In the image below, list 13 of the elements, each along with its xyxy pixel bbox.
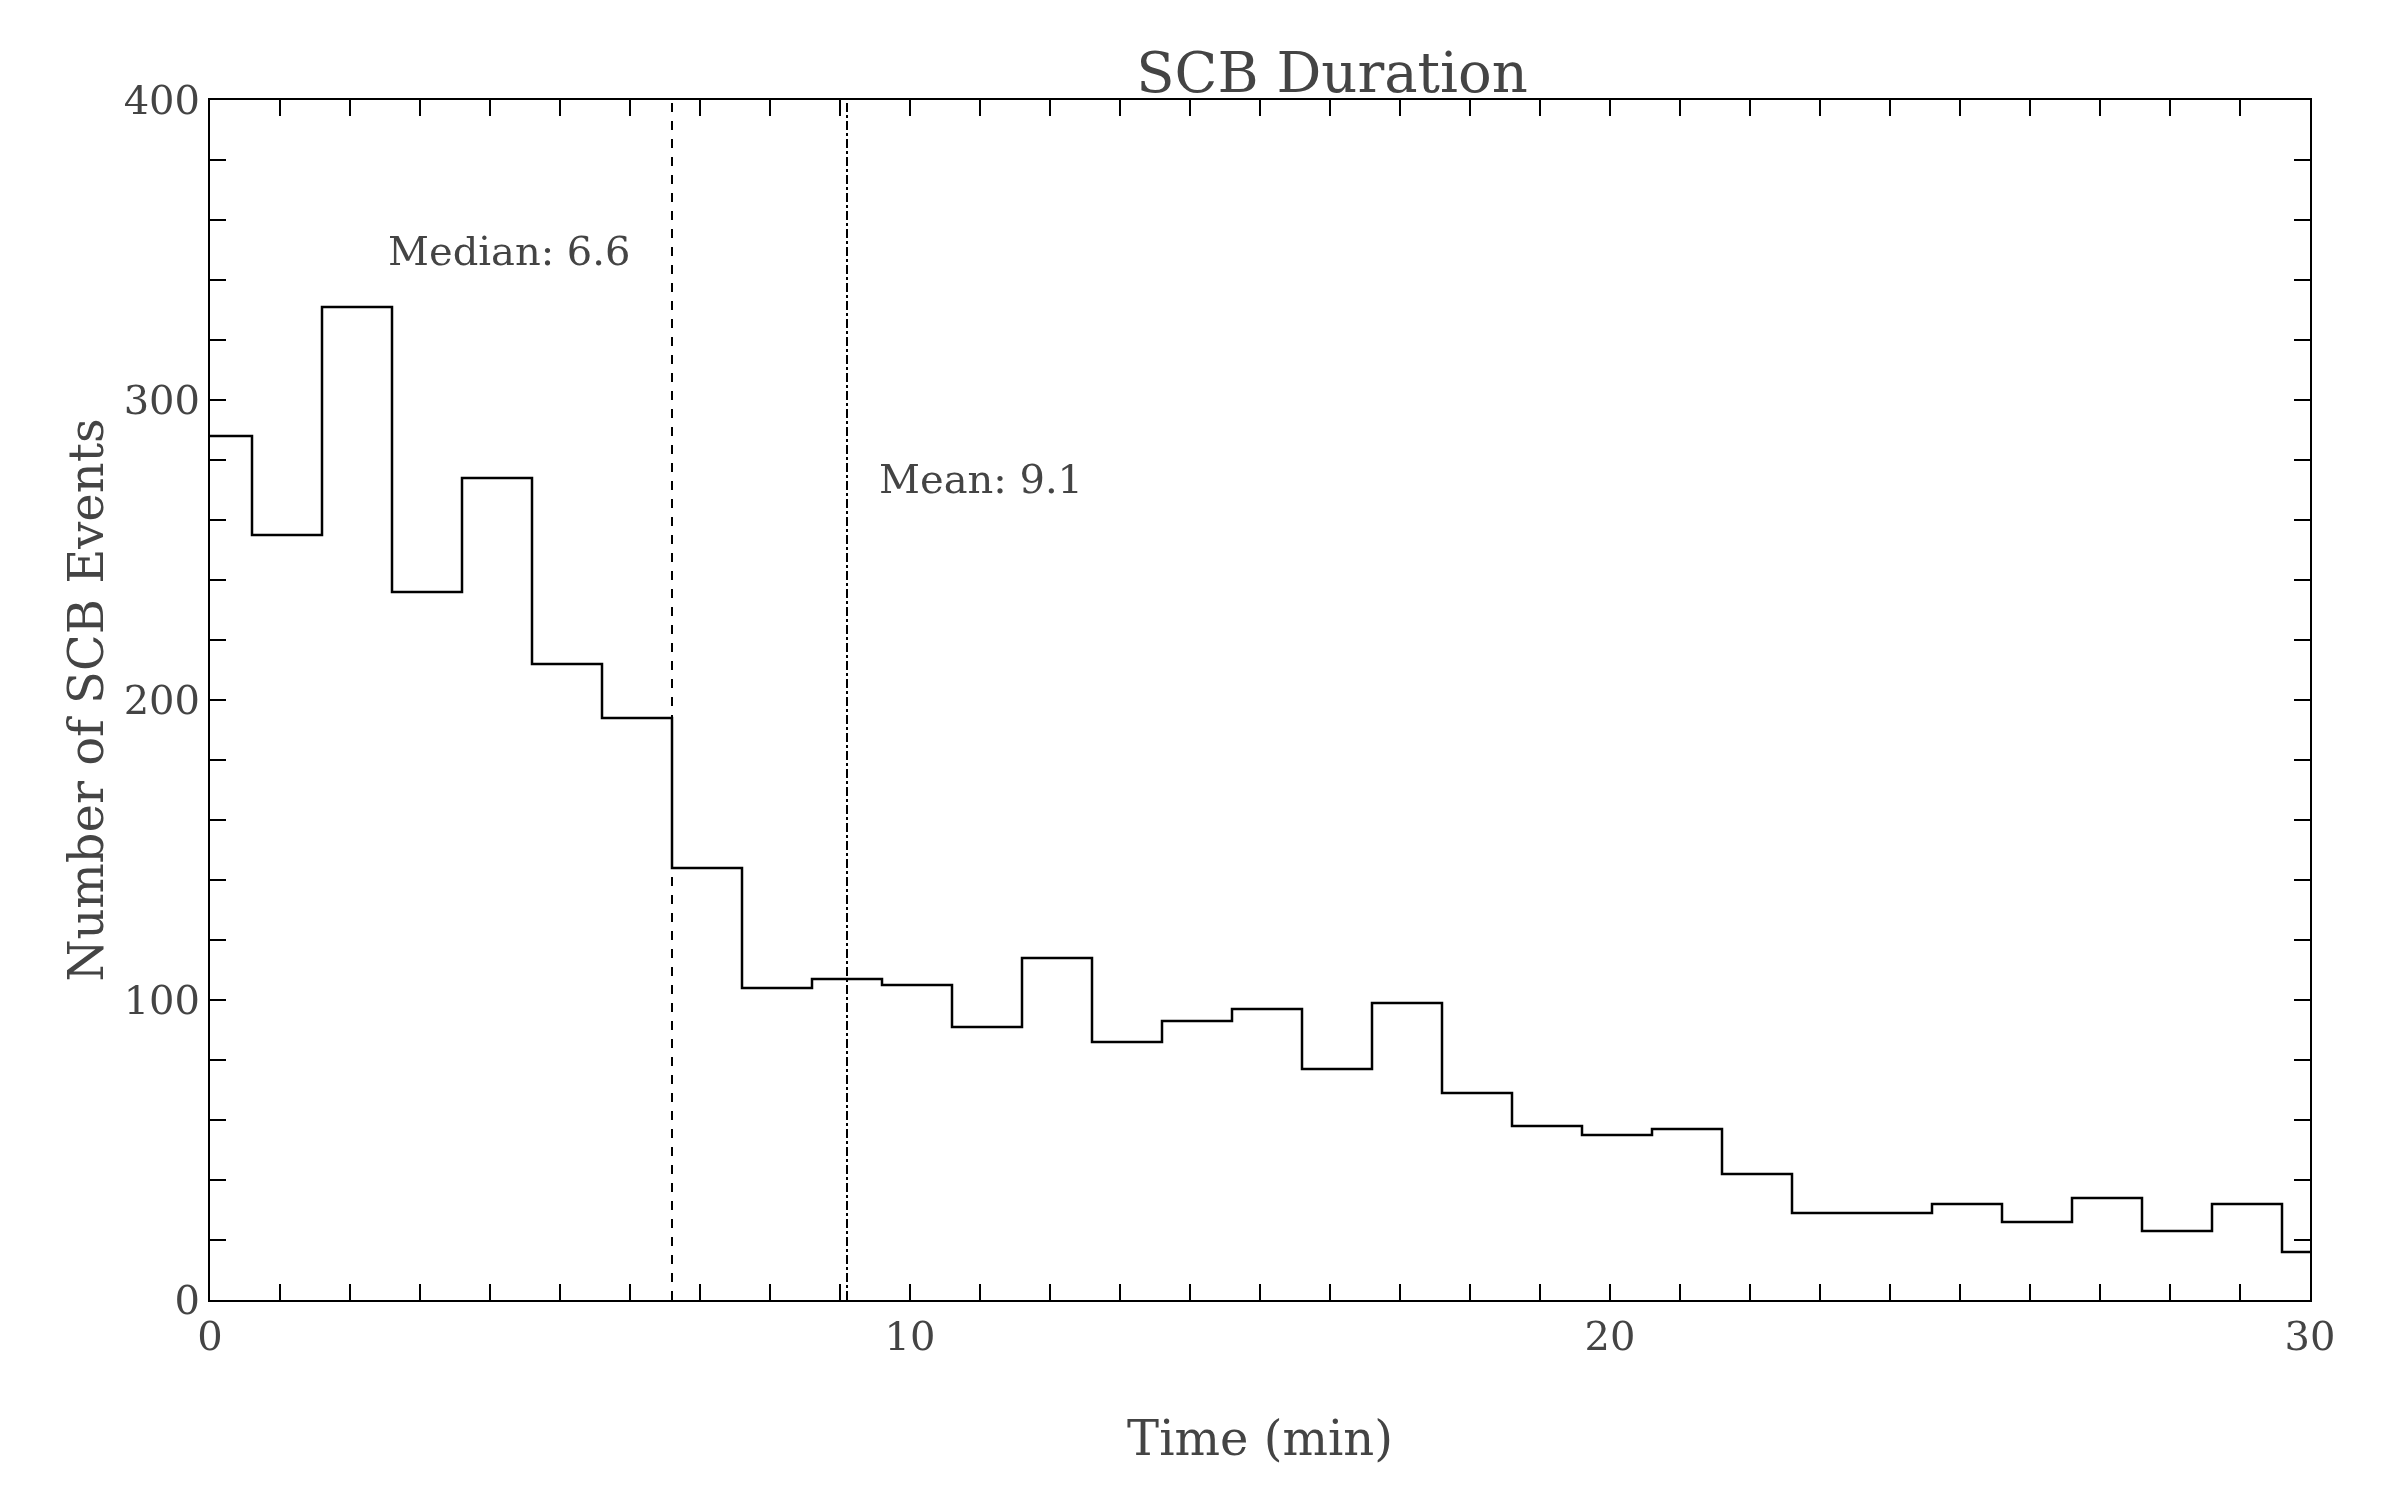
chart-title: SCB Duration	[1136, 39, 1528, 105]
y-tick-label: 0	[174, 1277, 200, 1323]
y-axis-title: Number of SCB Events	[58, 418, 114, 982]
ref-line-label: Mean: 9.1	[879, 456, 1084, 502]
ref-line-label: Median: 6.6	[388, 228, 631, 274]
x-axis-title: Time (min)	[1127, 1410, 1393, 1466]
x-tick-label: 20	[1584, 1313, 1636, 1359]
y-tick-label: 200	[123, 677, 200, 723]
y-tick-label: 300	[123, 377, 200, 423]
x-tick-label: 10	[884, 1313, 936, 1359]
y-tick-label: 100	[123, 977, 200, 1023]
x-tick-label: 30	[2284, 1313, 2336, 1359]
y-tick-label: 400	[123, 77, 200, 123]
